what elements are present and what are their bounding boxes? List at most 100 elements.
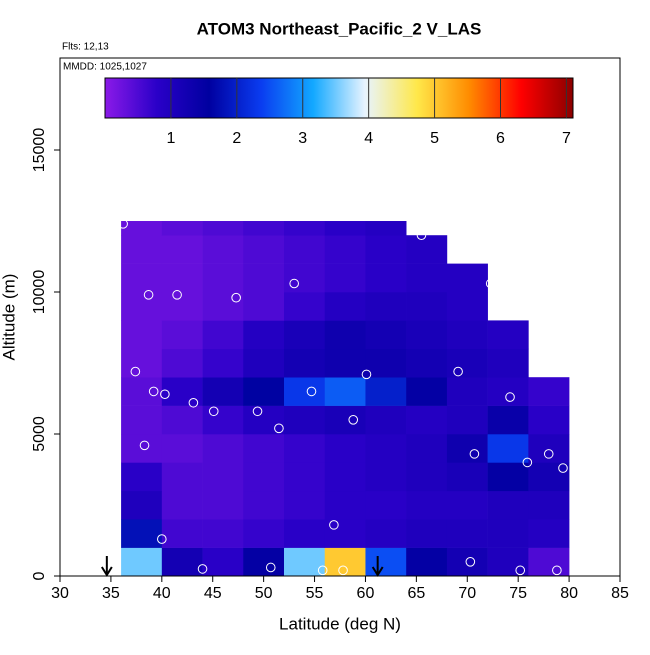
heatmap-cell [324,405,366,435]
heatmap-cell [528,490,570,520]
y-axis-label: Altitude (m) [0,274,18,361]
heatmap-cell [446,434,488,463]
heatmap-cell [202,235,244,264]
heatmap-cell [284,320,326,350]
heatmap-cell [243,490,285,520]
heatmap-cell [284,434,326,463]
y-tick-label: 15000 [31,128,48,173]
heatmap-cell [161,434,203,463]
heatmap-cell [202,221,244,236]
heatmap-cell [121,235,163,264]
heatmap-cell [284,263,326,293]
sample-point [265,562,276,573]
heatmap-cell [446,519,488,548]
heatmap-cell [406,519,448,548]
heatmap-cell [284,235,326,264]
heatmap-cell [284,292,326,321]
heatmap-cell [365,292,407,321]
heatmap-cell [446,462,488,492]
colorbar-tick-label: 2 [232,130,241,147]
sample-point [543,449,554,459]
heatmap-cell [365,221,407,236]
heatmap-cell [446,320,488,350]
x-tick-label: 80 [560,585,578,602]
heatmap-cell [202,519,244,548]
heatmap-cell [284,377,326,406]
x-axis-label: Latitude (deg N) [279,614,401,633]
heatmap-cell [121,292,163,321]
sample-point [274,423,284,434]
sample-point [558,463,568,473]
heatmap-cell [365,547,407,577]
x-tick-label: 85 [611,585,629,602]
colorbar-tick-label: 5 [430,130,439,147]
heatmap-cell [365,405,407,435]
heatmap-cell [161,547,203,577]
heatmap-cell [365,377,407,406]
heatmap-cell [324,377,366,406]
sample-point [160,389,170,400]
heatmap-cell [243,434,285,463]
heatmap-cell [324,348,366,378]
heatmap-cell [284,519,326,548]
heatmap-cell [406,377,448,406]
heatmap-cell [202,320,244,350]
sample-point [317,565,328,576]
sample-point [533,358,544,368]
sample-point [361,369,372,380]
heatmap-cell [365,462,407,492]
sample-point [143,290,154,300]
arrow [100,556,113,577]
heatmap-cell [365,263,407,293]
heatmap-cell [487,405,529,435]
sample-point [130,366,141,377]
heatmap-cell [121,519,163,548]
sample-point [139,440,150,451]
heatmap-cell [487,547,529,577]
heatmap-cell [487,377,529,406]
heatmap-cell [243,263,285,293]
sample-point [172,290,182,300]
heatmap-cell [161,292,203,321]
heatmap-cell [324,221,366,236]
heatmap-cell [284,405,326,435]
heatmap-cell [324,462,366,492]
x-tick-label: 35 [102,585,120,602]
sample-point [552,565,562,576]
heatmap-cell [528,377,570,406]
heatmap-cell [365,490,407,520]
x-tick-label: 55 [306,585,324,602]
x-tick-label: 75 [509,585,527,602]
heatmap-cell [446,490,488,520]
sample-point [157,534,167,544]
heatmap-cell [121,221,163,236]
colorbar-tick-label: 1 [166,130,175,147]
x-tick-label: 30 [51,585,69,602]
heatmap-cell [121,490,163,520]
heatmap-cell [365,434,407,463]
heatmap-cell [406,292,448,321]
heatmap-cell [202,462,244,492]
heatmap-cell [324,519,366,548]
annotation: Flts: 12,13 [62,42,109,53]
heatmap-cell [324,434,366,463]
arrow [371,556,384,577]
heatmap-cell [406,490,448,520]
heatmap-cell [202,547,244,577]
heatmap-cell [365,235,407,264]
sample-point [329,520,339,530]
sample-point [505,392,515,402]
heatmap-cell [161,462,203,492]
heatmap-cell [324,292,366,321]
heatmap-cell [284,221,326,236]
heatmap-cell [406,320,448,350]
heatmap-cell [446,292,488,321]
sample-point [465,557,476,567]
sample-point [118,219,128,229]
heatmap-cell [161,348,203,378]
sample-point [485,278,496,289]
heatmap-cell [121,547,163,577]
heatmap-cell [243,547,285,577]
heatmap-cell [528,547,570,577]
